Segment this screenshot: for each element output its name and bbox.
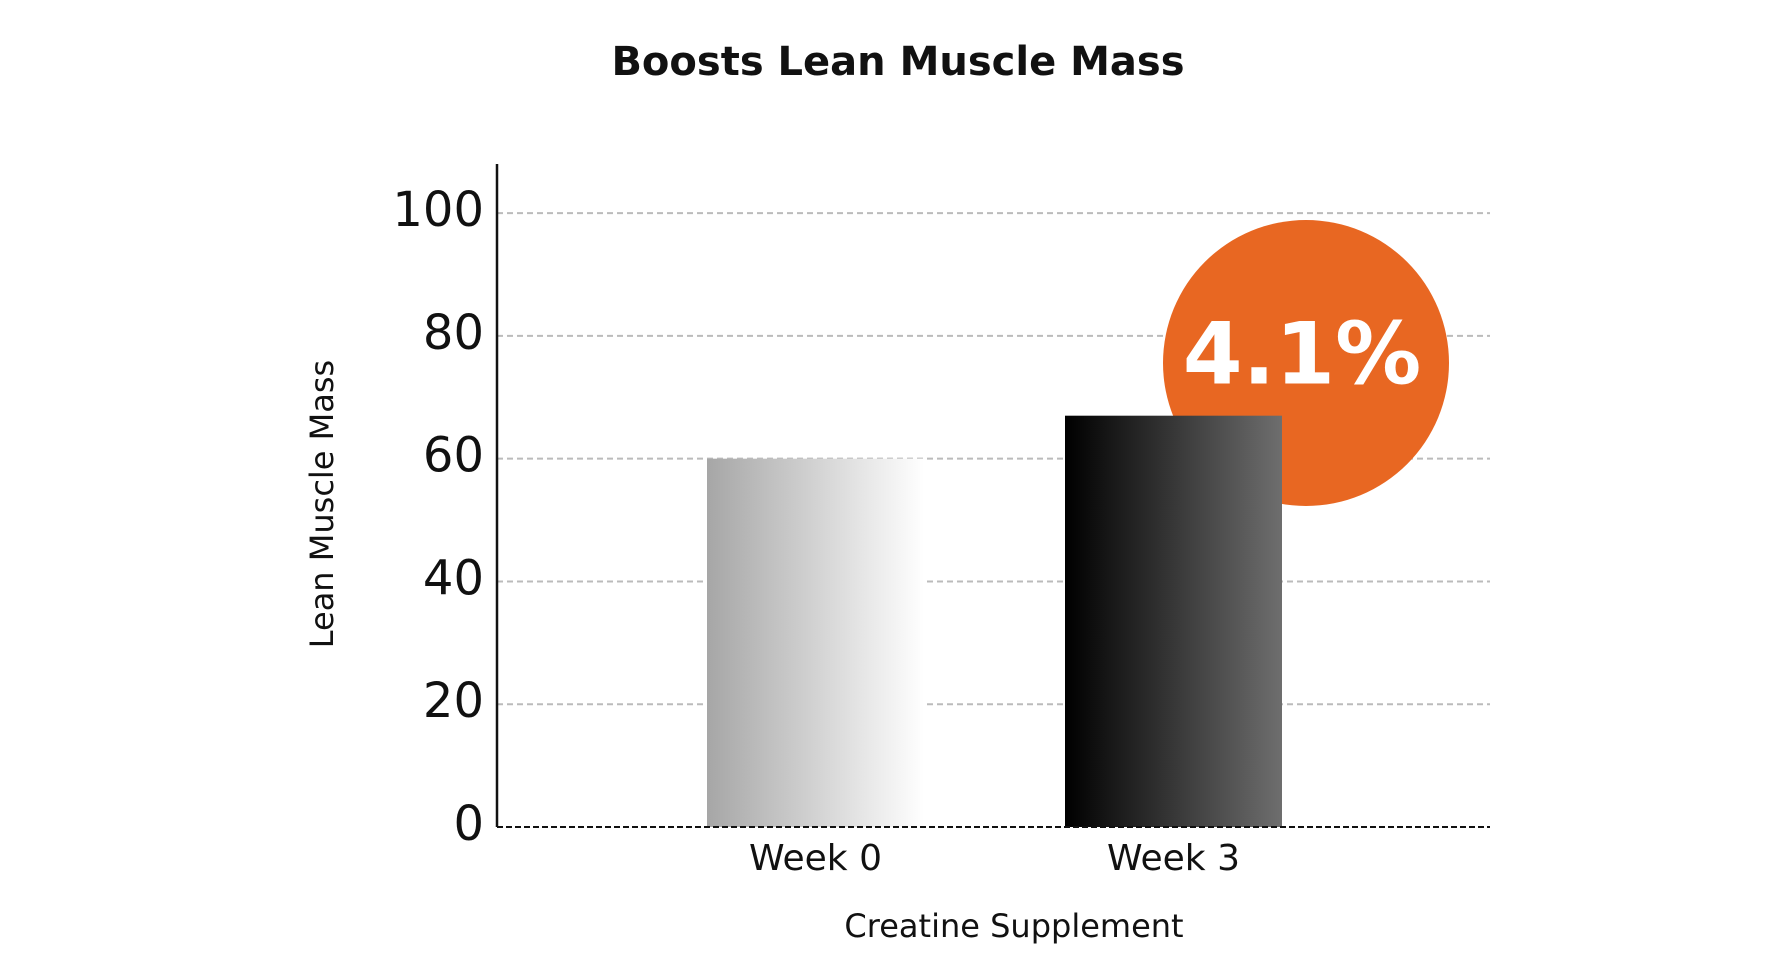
y-tick-label: 60: [423, 428, 484, 484]
x-tick-label: Week 3: [1107, 838, 1240, 879]
x-axis-label: Creatine Supplement: [844, 907, 1183, 945]
y-tick-label: 100: [392, 182, 484, 238]
y-axis-label: Lean Muscle Mass: [303, 360, 341, 648]
chart-title: Boosts Lean Muscle Mass: [611, 39, 1184, 85]
annotation-text: 4.1%: [1183, 304, 1422, 404]
y-tick-label: 80: [423, 305, 484, 361]
x-tick-label: Week 0: [749, 838, 882, 879]
bar: [1065, 415, 1282, 827]
y-tick-label: 40: [423, 550, 484, 606]
y-tick-label: 0: [453, 796, 484, 852]
y-tick-label: 20: [423, 673, 484, 729]
bar: [707, 458, 924, 827]
